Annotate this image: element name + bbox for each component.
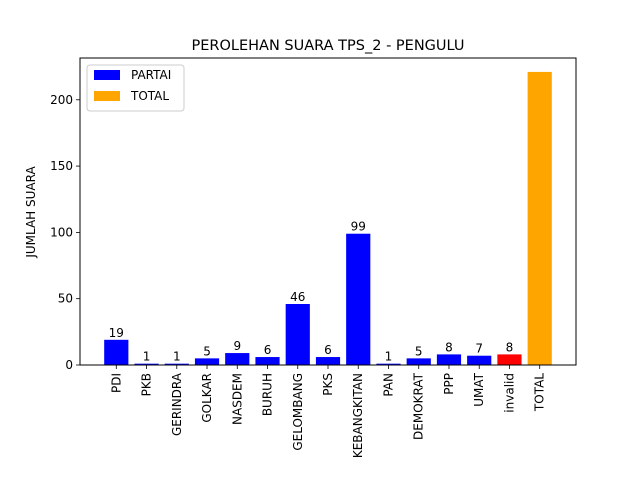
bar-pan xyxy=(376,363,401,365)
bar-kebangkitan xyxy=(346,233,371,365)
plot-frame xyxy=(79,57,577,366)
bar-buruh xyxy=(255,357,280,365)
bar-pkb xyxy=(134,363,159,365)
data-label-pdi: 19 xyxy=(109,326,124,340)
data-label-buruh: 6 xyxy=(264,343,272,357)
x-tick-label-pkb: PKB xyxy=(140,373,154,396)
y-axis-label: JUMLAH SUARA xyxy=(24,166,38,259)
bar-invalid xyxy=(497,354,522,365)
legend-label-partai: PARTAI xyxy=(131,68,171,82)
data-label-gerindra: 1 xyxy=(173,350,181,364)
data-label-ppp: 8 xyxy=(445,340,453,354)
data-label-umat: 7 xyxy=(475,342,483,356)
x-tick-label-gerindra: GERINDRA xyxy=(170,372,184,436)
data-label-demokrat: 5 xyxy=(415,344,423,358)
y-tick-label: 200 xyxy=(50,93,73,107)
y-tick-label: 100 xyxy=(50,225,73,239)
bar-pdi xyxy=(104,339,129,365)
bar-gerindra xyxy=(164,363,189,365)
bar-golkar xyxy=(194,358,220,365)
y-tick-label: 150 xyxy=(50,159,73,173)
legend-label-total: TOTAL xyxy=(130,89,169,103)
x-tick-label-kebangkitan: KEBANGKITAN xyxy=(351,373,365,458)
bars-group: 19 1 1 5 9 6 46 6 99 1 5 8 7 8 xyxy=(104,71,552,365)
bar-nasdem xyxy=(225,353,250,365)
data-label-pkb: 1 xyxy=(143,350,151,364)
data-label-kebangkitan: 99 xyxy=(351,220,366,234)
bar-pks xyxy=(315,357,341,365)
x-tick-label-buruh: BURUH xyxy=(261,373,275,416)
x-tick-label-invalid: invalid xyxy=(502,373,516,413)
data-label-gelombang: 46 xyxy=(290,290,305,304)
legend-swatch-total xyxy=(94,91,120,101)
data-label-golkar: 5 xyxy=(203,344,211,358)
x-tick-label-golkar: GOLKAR xyxy=(200,373,214,423)
x-axis: PDI PKB GERINDRA GOLKAR NASDEM BURUH GELOMBANG… xyxy=(109,365,547,458)
x-tick-label-ppp: PPP xyxy=(442,373,456,395)
x-tick-label-pan: PAN xyxy=(381,373,395,397)
y-axis: 0 50 100 150 200 xyxy=(50,93,80,372)
bar-demokrat xyxy=(406,358,431,365)
data-label-invalid: 8 xyxy=(506,340,514,354)
x-tick-label-pks: PKS xyxy=(321,373,335,396)
chart-title: PEROLEHAN SUARA TPS_2 - PENGULU xyxy=(192,38,465,54)
x-tick-label-gelombang: GELOMBANG xyxy=(291,373,305,451)
y-tick-label: 50 xyxy=(58,292,73,306)
bar-ppp xyxy=(436,354,462,365)
bar-total xyxy=(527,71,552,365)
y-tick-label: 0 xyxy=(65,358,73,372)
x-tick-label-pdi: PDI xyxy=(109,373,123,393)
legend-swatch-partai xyxy=(94,70,120,80)
x-tick-label-total: TOTAL xyxy=(533,373,547,412)
bar-umat xyxy=(467,355,492,365)
x-tick-label-nasdem: NASDEM xyxy=(230,373,244,425)
data-label-pks: 6 xyxy=(324,343,332,357)
x-tick-label-umat: UMAT xyxy=(472,372,486,406)
legend: PARTAI TOTAL xyxy=(86,64,185,112)
x-tick-label-demokrat: DEMOKRAT xyxy=(412,372,426,440)
data-label-pan: 1 xyxy=(385,350,393,364)
data-label-nasdem: 9 xyxy=(233,339,241,353)
bar-gelombang xyxy=(285,303,310,365)
